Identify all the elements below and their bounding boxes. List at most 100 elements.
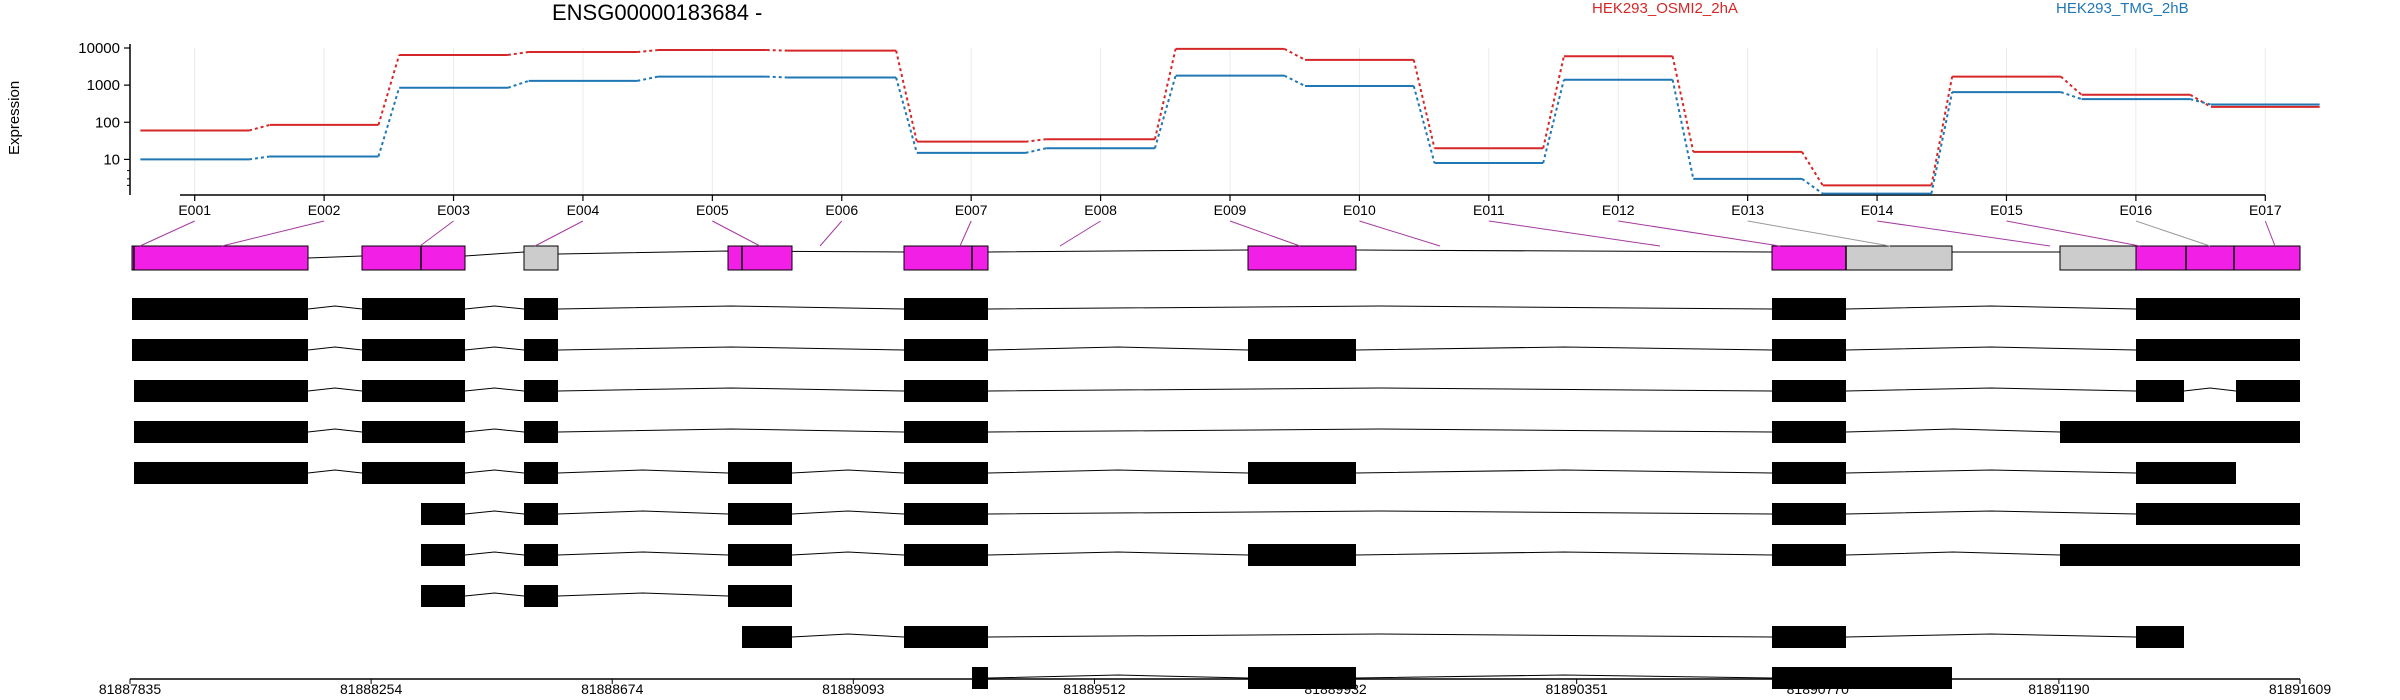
x-tick-label: E004 [567,202,600,218]
y-tick-label: 100 [95,114,120,131]
transcript-intron [464,387,525,392]
transcript-exon [524,339,558,361]
exon-connector [1876,220,2051,247]
genome-tick-label: 81889512 [1063,681,1126,697]
x-tick-label: E001 [178,202,211,218]
transcript-intron [1845,346,2137,351]
x-tick-label: E011 [1473,202,1505,218]
series-0-connector [1025,138,1047,143]
transcript-exon [2060,421,2300,443]
transcript-intron [464,428,525,433]
transcript-exon [728,503,792,525]
transcript-exon [524,585,558,607]
exon-connector [959,220,972,247]
transcript-exon [362,339,465,361]
gene-exon-block [903,245,989,271]
gene-exon-block [361,245,466,271]
transcript-intron [557,551,729,556]
exon-connector [534,220,584,247]
exon-connector [1059,220,1101,247]
series-1-connector [895,77,918,154]
gene-exon-block [1771,245,1847,271]
genome-tick-label: 81888254 [340,681,403,697]
y-tick-label: 10 [103,151,120,168]
transcript-intron [557,469,729,474]
transcript-intron [987,633,1773,638]
series-1-connector [1153,75,1177,149]
transcript-exon [904,626,988,648]
transcript-exon [904,380,988,402]
transcript-intron [557,428,905,433]
transcript-exon [421,503,465,525]
series-0-connector [895,50,918,142]
transcript-intron [791,551,905,556]
transcript-intron [307,346,363,351]
transcript-exon [524,503,558,525]
series-1-connector [1025,147,1047,154]
transcript-exon [524,380,558,402]
exon-connector [1359,220,1441,247]
series-1-connector [1801,178,1824,195]
chart-title: ENSG00000183684 - [552,0,763,25]
transcript-intron [1845,510,2137,515]
transcript-exon [904,503,988,525]
series-1-connector [1542,79,1565,164]
transcript-intron [464,469,525,474]
y-tick-label: 10000 [78,40,120,57]
x-tick-label: E006 [825,202,858,218]
transcript-exon [972,667,988,689]
series-0-connector [1153,48,1177,140]
exon-connector [2006,220,2141,247]
transcript-intron [307,387,363,392]
transcript-exon [1772,421,1846,443]
transcript-intron [557,510,729,515]
transcript-exon [2136,298,2300,320]
series-1-connector [1930,91,1954,194]
transcript-intron [557,592,729,597]
transcript-intron [1845,305,2137,310]
transcript-exon [904,421,988,443]
transcript-exon [134,380,308,402]
series-1-connector [1412,85,1436,164]
transcript-exon [2060,544,2300,566]
transcript-exon [134,462,308,484]
transcript-intron [987,346,1249,351]
transcript-exon [904,544,988,566]
transcript-exon [904,339,988,361]
transcript-intron [557,305,905,310]
transcript-intron [791,469,905,474]
transcript-intron [791,633,905,638]
transcript-intron [1845,387,2137,392]
transcript-intron [987,428,1773,433]
gene-exon-block [1247,245,1357,271]
transcript-intron [464,510,525,515]
series-0-connector [1542,56,1565,149]
series-1-connector [248,155,270,161]
series-0-connector [248,123,271,132]
transcript-exon [524,421,558,443]
transcript-exon [362,380,465,402]
x-tick-label: E008 [1084,202,1117,218]
transcript-intron [987,469,1249,474]
gene-exon-block [2135,245,2301,271]
transcript-intron [1355,551,1773,556]
series-1-connector [766,75,788,79]
transcript-intron [2183,387,2237,392]
transcript-exon [524,298,558,320]
transcript-intron [307,428,363,433]
transcript-exon [2236,380,2300,402]
genome-tick-label: 81890770 [1787,681,1850,697]
transcript-intron [1355,469,1773,474]
transcript-exon [1772,626,1846,648]
y-tick-label: 1000 [87,77,120,94]
transcript-exon [524,544,558,566]
transcript-exon [728,462,792,484]
transcript-intron [307,469,363,474]
exon-connector [712,220,761,247]
exon-connector [1229,220,1301,247]
transcript-intron [791,510,905,515]
transcript-intron [464,305,525,310]
transcript-exon [132,298,308,320]
series-1-connector [507,79,529,89]
